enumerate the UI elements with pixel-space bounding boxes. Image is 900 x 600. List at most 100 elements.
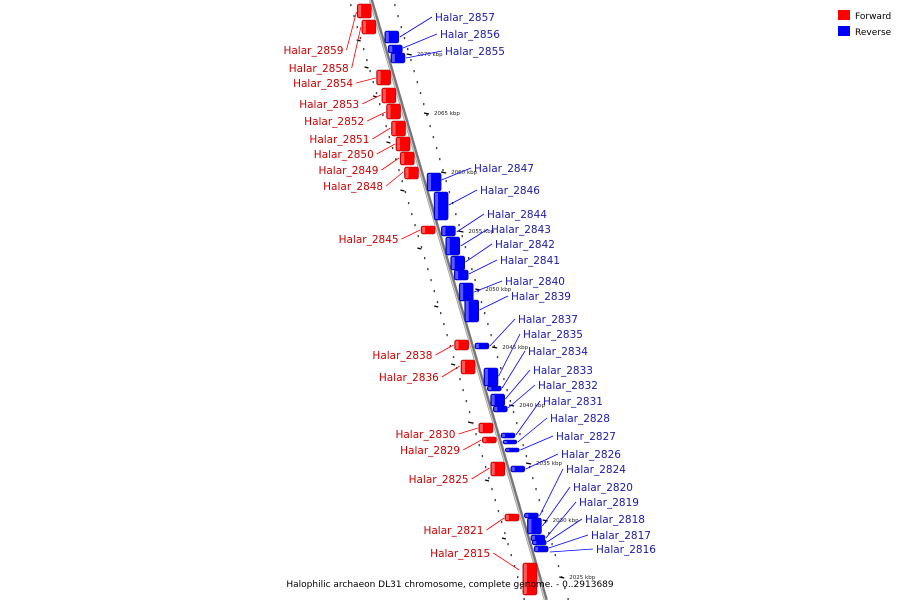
reverse-gene-label[interactable]: Halar_2817 [591,530,651,542]
forward-gene-14[interactable] [490,461,506,477]
forward-gene-9[interactable] [420,225,436,235]
forward-gene-3[interactable] [381,87,397,104]
forward-gene-label[interactable]: Halar_2848 [323,181,383,193]
forward-gene-label[interactable]: Halar_2815 [430,548,490,560]
forward-gene-label[interactable]: Halar_2829 [400,445,460,457]
reverse-gene-label[interactable]: Halar_2847 [474,163,534,175]
reverse-gene-label[interactable]: Halar_2855 [445,46,505,58]
track-dot [480,301,483,304]
reverse-gene-20[interactable] [524,512,539,519]
reverse-gene-19[interactable] [510,465,526,473]
reverse-gene-21[interactable] [527,517,542,535]
forward-gene-15[interactable] [504,513,520,522]
track-dot [567,598,569,600]
reverse-gene-label[interactable]: Halar_2840 [505,276,565,288]
forward-gene-label[interactable]: Halar_2836 [379,372,439,384]
reverse-gene-15[interactable] [492,405,508,413]
forward-leader-line [362,94,381,105]
reverse-gene-label[interactable]: Halar_2818 [585,514,645,526]
scale-tick-label: 2030 kbp [553,518,579,524]
track-dot [512,411,515,414]
forward-gene-label[interactable]: Halar_2838 [372,350,432,362]
gene-shine [505,515,509,520]
reverse-gene-8[interactable] [453,269,469,281]
reverse-gene-label[interactable]: Halar_2835 [523,329,583,341]
reverse-gene-3[interactable] [426,172,442,192]
reverse-gene-label[interactable]: Halar_2841 [500,255,560,267]
reverse-gene-label[interactable]: Halar_2846 [480,185,540,197]
forward-gene-2[interactable] [376,69,391,86]
forward-gene-4[interactable] [386,103,401,120]
forward-gene-label[interactable]: Halar_2851 [309,134,369,146]
reverse-gene-16[interactable] [500,432,516,439]
reverse-gene-24[interactable] [533,545,549,553]
reverse-gene-4[interactable] [433,191,449,221]
forward-gene-label[interactable]: Halar_2849 [318,165,378,177]
gene-block [453,269,469,281]
forward-gene-13[interactable] [482,436,497,444]
forward-gene-label[interactable]: Halar_2858 [289,63,349,75]
forward-gene-1[interactable] [361,19,377,35]
forward-gene-0[interactable] [356,3,372,19]
forward-gene-12[interactable] [478,422,494,434]
track-dot [487,323,489,326]
reverse-gene-5[interactable] [441,225,456,237]
reverse-gene-label[interactable]: Halar_2843 [491,224,551,236]
reverse-gene-6[interactable] [445,236,461,256]
reverse-gene-label[interactable]: Halar_2826 [561,449,621,461]
reverse-gene-9[interactable] [458,282,474,302]
reverse-leader-line [548,534,589,549]
reverse-gene-7[interactable] [450,255,466,271]
forward-gene-label[interactable]: Halar_2830 [395,429,455,441]
track-dot [541,510,544,513]
reverse-gene-11[interactable] [474,342,490,350]
reverse-gene-label[interactable]: Halar_2837 [518,314,578,326]
forward-gene-10[interactable] [454,339,469,351]
reverse-gene-13[interactable] [487,385,502,392]
reverse-gene-label[interactable]: Halar_2820 [573,482,633,494]
track-dot [468,411,471,414]
forward-gene-label[interactable]: Halar_2850 [314,149,374,161]
reverse-gene-label[interactable]: Halar_2833 [533,365,593,377]
reverse-gene-0[interactable] [384,30,400,44]
reverse-gene-17[interactable] [502,439,518,445]
reverse-gene-23[interactable] [531,539,547,546]
reverse-gene-label[interactable]: Halar_2827 [556,431,616,443]
reverse-gene-10[interactable] [464,299,480,323]
reverse-gene-label[interactable]: Halar_2819 [579,497,639,509]
reverse-gene-label[interactable]: Halar_2834 [528,346,588,358]
reverse-gene-label[interactable]: Halar_2839 [511,291,571,303]
reverse-gene-label[interactable]: Halar_2842 [495,239,555,251]
forward-gene-6[interactable] [395,136,411,152]
reverse-leader-line [441,167,472,181]
forward-gene-11[interactable] [460,359,476,375]
forward-gene-label[interactable]: Halar_2845 [339,234,399,246]
forward-gene-label[interactable]: Halar_2825 [409,474,469,486]
reverse-gene-label[interactable]: Halar_2831 [543,396,603,408]
gene-shine [446,238,450,254]
forward-gene-label[interactable]: Halar_2821 [423,525,483,537]
forward-gene-7[interactable] [399,151,415,166]
reverse-gene-12[interactable] [483,367,499,387]
forward-gene-label[interactable]: Halar_2859 [283,45,343,57]
reverse-gene-2[interactable] [390,52,406,64]
reverse-gene-label[interactable]: Halar_2832 [538,380,598,392]
reverse-gene-label[interactable]: Halar_2828 [550,413,610,425]
track-dot [395,158,397,161]
forward-gene-label[interactable]: Halar_2853 [299,99,359,111]
reverse-gene-label[interactable]: Halar_2857 [435,12,495,24]
reverse-gene-label[interactable]: Halar_2816 [596,544,656,556]
forward-gene-8[interactable] [404,166,419,180]
gene-shine [491,463,495,475]
forward-gene-label[interactable]: Halar_2852 [304,116,364,128]
forward-gene-5[interactable] [391,120,406,137]
reverse-gene-1[interactable] [387,44,403,54]
gene-block [500,432,516,439]
reverse-gene-label[interactable]: Halar_2824 [566,464,626,476]
reverse-gene-label[interactable]: Halar_2856 [440,29,500,41]
reverse-gene-18[interactable] [504,447,520,453]
reverse-gene-label[interactable]: Halar_2844 [487,209,547,221]
reverse-gene-14[interactable] [490,393,505,407]
forward-gene-label[interactable]: Halar_2854 [293,78,353,90]
forward-gene-16[interactable] [522,562,538,596]
